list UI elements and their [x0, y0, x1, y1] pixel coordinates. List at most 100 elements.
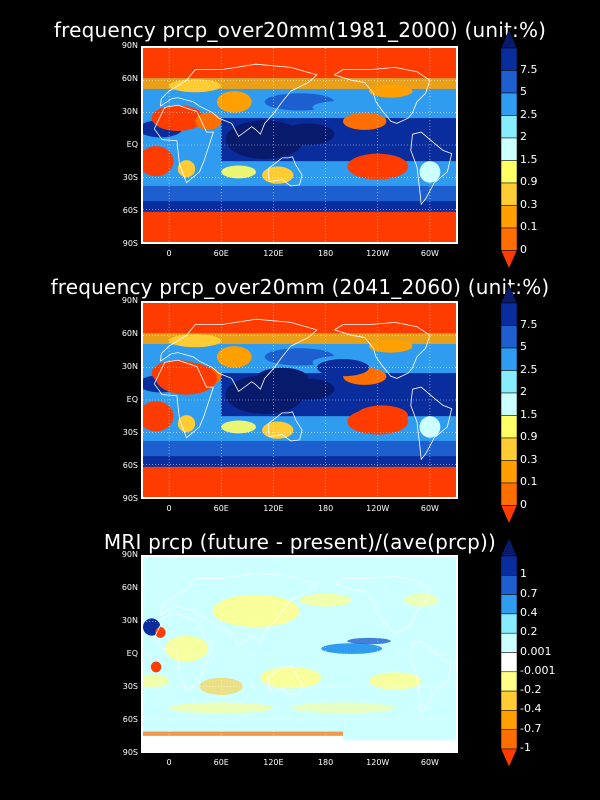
colorbar-box	[500, 205, 518, 229]
lon-label: 180	[317, 758, 334, 767]
colorbar-label: 0.9	[520, 175, 538, 188]
colorbar-label: -1	[520, 741, 531, 754]
colorbar-box	[500, 613, 518, 634]
lon-label: 0	[166, 504, 172, 513]
lon-label: 60W	[420, 504, 439, 513]
colorbar-label: 0	[520, 242, 527, 256]
colorbar-label: 2	[520, 385, 527, 398]
colorbar-svg	[500, 284, 518, 525]
colorbar-box	[500, 575, 518, 595]
colorbar-box	[500, 302, 518, 326]
panel1-colorbar: 7.5 5 2.5 2 1.5 0.9 0.3 0.1 0	[500, 29, 538, 273]
colorbar-box	[500, 460, 518, 484]
colorbar-label: 0.2	[520, 625, 538, 639]
lon-label: 60W	[420, 758, 439, 767]
colorbar-box	[500, 227, 518, 251]
colorbar-label: 5	[520, 340, 527, 353]
colorbar-svg	[500, 29, 518, 270]
colorbar-svg	[500, 537, 518, 768]
colorbar-box	[500, 415, 518, 439]
lon-label: 60W	[420, 249, 439, 258]
colorbar-label: 5	[520, 85, 527, 98]
colorbar-box	[500, 710, 518, 730]
lat-label: 90S	[122, 239, 138, 248]
lon-label: 120E	[263, 758, 284, 767]
colorbar-box	[500, 690, 518, 711]
lat-label: 60S	[122, 715, 138, 724]
colorbar-label: 0.001	[520, 644, 552, 658]
colorbar-box	[500, 347, 518, 371]
colorbar-box	[500, 392, 518, 416]
colorbar-box	[500, 594, 518, 615]
panel2-title: frequency prcp_over20mm (2041_2060) (uni…	[50, 275, 550, 299]
panel3-map	[141, 555, 458, 753]
colorbar-label: 7.5	[520, 317, 538, 331]
lat-label: 90N	[121, 41, 138, 50]
colorbar-label: 0.1	[520, 220, 538, 233]
lat-label: 60N	[121, 583, 138, 592]
lat-label: EQ	[126, 395, 138, 404]
lat-label: 60S	[122, 461, 138, 470]
lat-label: 90S	[122, 748, 138, 757]
colorbar-box	[500, 47, 518, 71]
panel3-colorbar: 1 0.7 0.4 0.2 0.001 -0.001 -0.2 -0.4 -0.7 -1	[500, 537, 555, 771]
colorbar-label: 2	[520, 130, 527, 143]
lat-label: 60N	[121, 74, 138, 83]
colorbar-box	[500, 370, 518, 394]
lat-label: 30S	[122, 428, 138, 437]
colorbar-box	[500, 729, 518, 750]
colorbar-label: 0.7	[520, 586, 538, 600]
colorbar-box	[500, 325, 518, 349]
panel3-title: MRI prcp (future - present)/(ave(prcp))	[103, 530, 497, 554]
colorbar-box	[500, 70, 518, 94]
colorbar-box	[500, 482, 518, 506]
colorbar-label: 0.3	[520, 197, 538, 211]
panel2-colorbar: 7.5 5 2.5 2 1.5 0.9 0.3 0.1 0	[500, 284, 538, 528]
panel1-title: frequency prcp_over20mm(1981_2000) (unit…	[53, 18, 547, 42]
map-field	[143, 303, 456, 497]
panel2-map	[141, 301, 458, 499]
colorbar-box	[500, 632, 518, 653]
colorbar-label: -0.2	[520, 683, 542, 697]
map-field	[143, 48, 456, 242]
colorbar-label: 1.5	[520, 152, 538, 166]
colorbar-box	[500, 182, 518, 206]
colorbar-min-arrow	[500, 748, 518, 768]
colorbar-label: 1	[520, 567, 527, 581]
colorbar-label: -0.4	[520, 702, 542, 716]
lon-label: 60E	[213, 504, 229, 513]
lon-label: 180	[317, 249, 334, 258]
panel1-map	[141, 46, 458, 244]
lon-label: 60E	[213, 249, 229, 258]
lat-label: 90N	[121, 296, 138, 305]
colorbar-label: 0.4	[520, 605, 538, 619]
colorbar-label: 0	[520, 497, 527, 511]
colorbar-box	[500, 115, 518, 139]
colorbar-label: -0.7	[520, 721, 542, 735]
colorbar-box	[500, 137, 518, 161]
lat-label: 90S	[122, 494, 138, 503]
lon-label: 120E	[263, 249, 284, 258]
colorbar-label: 2.5	[520, 362, 538, 376]
colorbar-max-arrow	[500, 29, 518, 49]
colorbar-label: 0.1	[520, 475, 538, 488]
colorbar-max-arrow	[500, 537, 518, 557]
lat-label: 30S	[122, 173, 138, 182]
lon-label: 120W	[366, 504, 390, 513]
lat-label: 60N	[121, 329, 138, 338]
lon-label: 0	[166, 249, 172, 258]
colorbar-label: 0.3	[520, 452, 538, 466]
colorbar-min-arrow	[500, 250, 518, 270]
colorbar-box	[500, 437, 518, 461]
colorbar-box	[500, 555, 518, 576]
colorbar-box	[500, 652, 518, 673]
lat-label: 30N	[121, 362, 138, 371]
lat-label: 30N	[121, 616, 138, 625]
colorbar-label: 0.9	[520, 430, 538, 443]
lat-label: EQ	[126, 649, 138, 658]
colorbar-label: 2.5	[520, 107, 538, 121]
lat-label: 60S	[122, 206, 138, 215]
map-field	[143, 557, 456, 751]
lat-label: 30S	[122, 682, 138, 691]
colorbar-box	[500, 160, 518, 184]
